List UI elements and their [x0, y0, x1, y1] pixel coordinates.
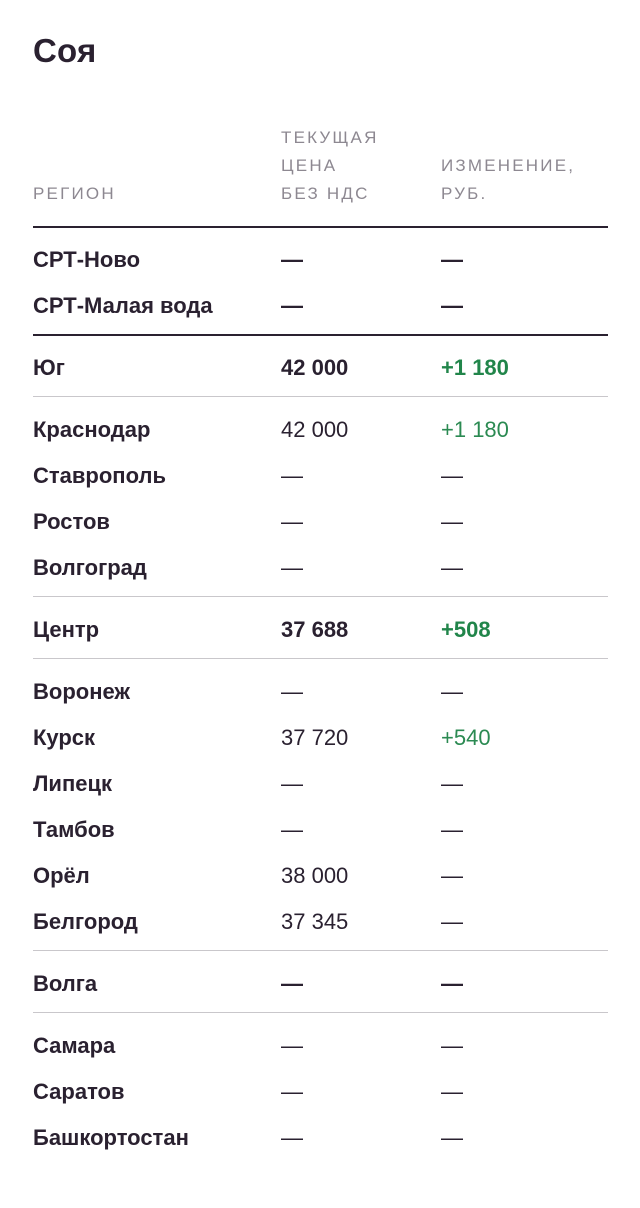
column-header-price-line1: ТЕКУЩАЯ	[281, 128, 379, 147]
region-cell: Курск	[33, 725, 96, 750]
group-divider	[33, 1012, 608, 1013]
price-cell: —	[281, 1033, 303, 1058]
price-cell: —	[281, 247, 303, 272]
region-cell: Центр	[33, 617, 100, 642]
table-row-group: Центр 37 688 +508	[33, 607, 608, 653]
table-row: Самара — —	[33, 1023, 608, 1069]
group-divider	[33, 396, 608, 397]
table-row: Курск 37 720 +540	[33, 715, 608, 761]
change-cell: —	[441, 293, 463, 318]
region-cell: Воронеж	[33, 679, 131, 704]
price-cell: 42 000	[281, 417, 349, 442]
region-cell: Белгород	[33, 909, 138, 934]
change-cell: —	[441, 771, 463, 796]
region-cell: Тамбов	[33, 817, 115, 842]
column-header-price-line3: БЕЗ НДС	[281, 184, 370, 203]
region-cell: СРТ-Малая вода	[33, 293, 213, 318]
table-row: Ростов — —	[33, 499, 608, 545]
change-cell: —	[441, 679, 463, 704]
price-cell: 38 000	[281, 863, 349, 888]
region-cell: Волга	[33, 971, 98, 996]
table-row: Саратов — —	[33, 1069, 608, 1115]
region-cell: Ставрополь	[33, 463, 166, 488]
table-row-group: Юг 42 000 +1 180	[33, 345, 608, 391]
table-row: Тамбов — —	[33, 807, 608, 853]
table-row: Башкортостан — —	[33, 1115, 608, 1161]
header-divider	[33, 226, 608, 228]
region-cell: Краснодар	[33, 417, 151, 442]
column-header-price-line2: ЦЕНА	[281, 156, 338, 175]
change-cell: +508	[441, 617, 491, 642]
region-cell: Орёл	[33, 863, 90, 888]
table-header: РЕГИОН ТЕКУЩАЯ ЦЕНА БЕЗ НДС ИЗМЕНЕНИЕ, Р…	[33, 120, 608, 226]
column-header-change-line1: ИЗМЕНЕНИЕ,	[441, 156, 576, 175]
page-title: Соя	[33, 32, 97, 69]
region-cell: Липецк	[33, 771, 113, 796]
table-row: Волгоград — —	[33, 545, 608, 591]
price-cell: —	[281, 293, 303, 318]
table-row: СРТ-Ново — —	[33, 237, 608, 283]
table-row: Липецк — —	[33, 761, 608, 807]
price-cell: —	[281, 1079, 303, 1104]
table-row: Краснодар 42 000 +1 180	[33, 407, 608, 453]
region-cell: Волгоград	[33, 555, 147, 580]
change-cell: —	[441, 817, 463, 842]
table-row: Орёл 38 000 —	[33, 853, 608, 899]
column-header-region: РЕГИОН	[33, 184, 116, 203]
price-cell: —	[281, 463, 303, 488]
change-cell: +1 180	[441, 355, 509, 380]
region-cell: Ростов	[33, 509, 110, 534]
change-cell: —	[441, 1033, 463, 1058]
price-cell: 37 688	[281, 617, 349, 642]
price-cell: 42 000	[281, 355, 349, 380]
change-cell: +1 180	[441, 417, 509, 442]
change-cell: —	[441, 863, 463, 888]
table-row: Ставрополь — —	[33, 453, 608, 499]
region-cell: СРТ-Ново	[33, 247, 141, 272]
price-cell: —	[281, 1125, 303, 1150]
table-row: СРТ-Малая вода — —	[33, 283, 608, 329]
change-cell: —	[441, 247, 463, 272]
price-cell: —	[281, 817, 303, 842]
region-cell: Башкортостан	[33, 1125, 189, 1150]
change-cell: —	[441, 1125, 463, 1150]
change-cell: —	[441, 509, 463, 534]
region-cell: Юг	[33, 355, 65, 380]
section-divider	[33, 334, 608, 336]
change-cell: +540	[441, 725, 491, 750]
group-divider	[33, 658, 608, 659]
group-divider	[33, 596, 608, 597]
group-divider	[33, 950, 608, 951]
price-cell: 37 345	[281, 909, 349, 934]
change-cell: —	[441, 1079, 463, 1104]
table-row: Белгород 37 345 —	[33, 899, 608, 945]
column-header-change: ИЗМЕНЕНИЕ, РУБ.	[441, 152, 611, 208]
region-cell: Саратов	[33, 1079, 125, 1104]
region-cell: Самара	[33, 1033, 116, 1058]
column-header-change-line2: РУБ.	[441, 184, 488, 203]
column-header-price: ТЕКУЩАЯ ЦЕНА БЕЗ НДС	[281, 124, 431, 208]
change-cell: —	[441, 971, 463, 996]
change-cell: —	[441, 909, 463, 934]
table-row: Воронеж — —	[33, 669, 608, 715]
price-cell: —	[281, 971, 303, 996]
price-cell: —	[281, 679, 303, 704]
table-row-group: Волга — —	[33, 961, 608, 1007]
change-cell: —	[441, 555, 463, 580]
change-cell: —	[441, 463, 463, 488]
price-cell: —	[281, 771, 303, 796]
price-cell: —	[281, 555, 303, 580]
price-cell: 37 720	[281, 725, 349, 750]
price-cell: —	[281, 509, 303, 534]
